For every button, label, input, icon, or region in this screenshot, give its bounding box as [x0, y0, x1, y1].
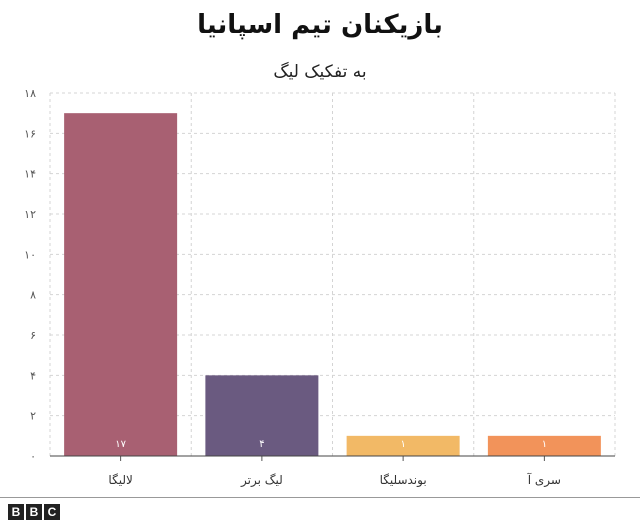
y-tick-label: ۱۲: [24, 208, 36, 221]
x-category-label: بوندسلیگا: [380, 473, 427, 488]
bar-data-label: ۱: [400, 439, 405, 450]
bar: [487, 435, 601, 456]
y-tick-label: ۱۸: [24, 87, 36, 100]
bbc-logo-letter: B: [26, 504, 42, 520]
bbc-logo-letter: C: [44, 504, 60, 520]
bar: [64, 113, 178, 457]
bbc-logo-letter: B: [8, 504, 24, 520]
bar: [346, 435, 460, 456]
y-tick-label: ۱۶: [24, 127, 36, 140]
bar: [205, 375, 319, 456]
y-tick-label: ۱۰: [24, 248, 36, 261]
chart-title: بازیکنان تیم اسپانیا: [197, 10, 443, 40]
x-category-label: لیگ برتر: [240, 473, 283, 488]
y-tick-label: ۴: [30, 369, 36, 382]
bar-data-label: ۴: [259, 439, 264, 450]
y-tick-label: ۰: [30, 450, 36, 463]
y-tick-label: ۶: [30, 329, 36, 342]
bar-data-label: ۱۷: [115, 439, 126, 450]
chart-subtitle: به تفکیک لیگ: [273, 62, 367, 82]
bar-chart: ۰ ۲ ۴ ۶ ۸ ۱۰ ۱۲ ۱۴ ۱۶ ۱۸ ۱۷ لالیگا ۴ لیگ برتر ۱ بوندسلی…: [24, 87, 616, 488]
footer-divider: [0, 497, 640, 498]
bar-data-label: ۱: [542, 439, 547, 450]
y-tick-label: ۲: [30, 410, 36, 423]
x-category-label: سری آ: [527, 472, 561, 488]
y-tick-label: ۱۴: [24, 168, 36, 181]
x-category-label: لالیگا: [108, 473, 132, 487]
y-tick-label: ۸: [30, 289, 36, 302]
bbc-logo: B B C: [8, 504, 60, 520]
